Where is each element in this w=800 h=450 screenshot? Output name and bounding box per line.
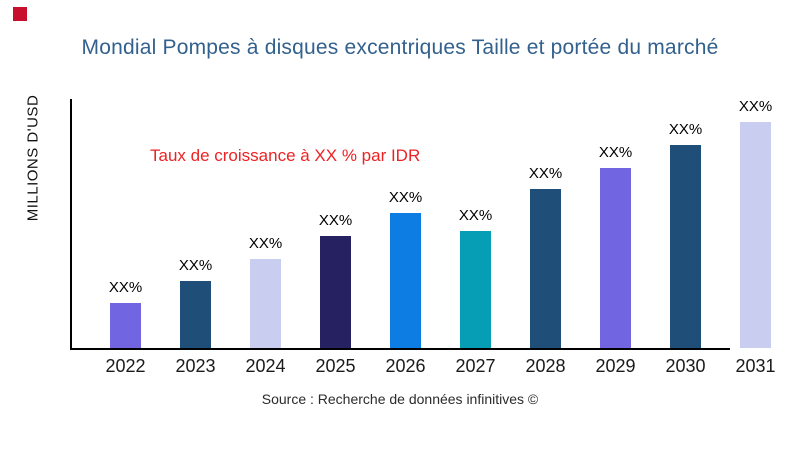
bar-value-label-2023: XX% xyxy=(178,257,213,274)
bar-2031 xyxy=(740,122,771,348)
y-axis-label: MILLIONS D'USD xyxy=(24,94,42,222)
bar-2025 xyxy=(320,236,351,348)
x-tick-label-2029: 2029 xyxy=(595,356,636,376)
bar-value-label-2024: XX% xyxy=(248,235,283,252)
red-square-logo-icon xyxy=(13,7,27,21)
bar-value-label-2031: XX% xyxy=(738,98,773,115)
bar-value-label-2030: XX% xyxy=(668,121,703,138)
bar-2030 xyxy=(670,145,701,348)
x-tick-label-2031: 2031 xyxy=(735,356,776,376)
growth-rate-annotation: Taux de croissance à XX % par IDR xyxy=(150,146,421,165)
x-axis-line xyxy=(70,348,730,350)
x-tick-label-2024: 2024 xyxy=(245,356,286,376)
bar-value-label-2027: XX% xyxy=(458,207,493,224)
bar-2027 xyxy=(460,231,491,348)
bar-value-label-2026: XX% xyxy=(388,189,423,206)
bar-2023 xyxy=(180,281,211,348)
x-tick-label-2030: 2030 xyxy=(665,356,706,376)
x-tick-label-2026: 2026 xyxy=(385,356,426,376)
chart-title: Mondial Pompes à disques excentriques Ta… xyxy=(81,36,719,59)
x-tick-label-2028: 2028 xyxy=(525,356,566,376)
x-tick-label-2027: 2027 xyxy=(455,356,496,376)
bar-2022 xyxy=(110,303,141,348)
bar-2028 xyxy=(530,189,561,348)
x-tick-label-2025: 2025 xyxy=(315,356,356,376)
bar-value-label-2028: XX% xyxy=(528,165,563,182)
bar-value-label-2025: XX% xyxy=(318,212,353,229)
source-attribution: Source : Recherche de données infinitive… xyxy=(261,391,539,407)
y-axis-line xyxy=(70,99,72,348)
bar-value-label-2022: XX% xyxy=(108,279,143,296)
bar-2029 xyxy=(600,168,631,348)
bar-2024 xyxy=(250,259,281,348)
bar-2026 xyxy=(390,213,421,348)
x-tick-label-2023: 2023 xyxy=(175,356,216,376)
bar-value-label-2029: XX% xyxy=(598,144,633,161)
x-tick-label-2022: 2022 xyxy=(105,356,146,376)
